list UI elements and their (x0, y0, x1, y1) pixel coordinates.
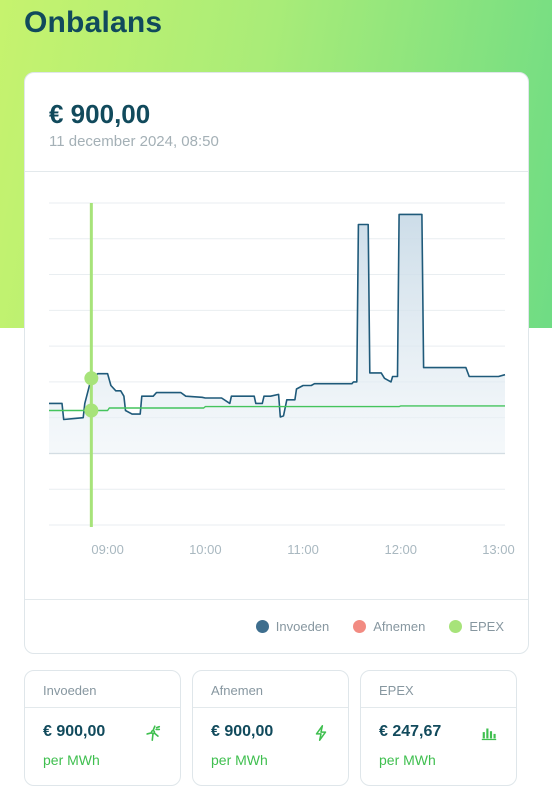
cursor-point-invoeden (84, 371, 99, 386)
legend-item-afnemen[interactable]: Afnemen (353, 619, 425, 634)
legend-dot-epex (449, 620, 463, 633)
bar-chart-icon (481, 728, 497, 741)
legend-label: Invoeden (275, 619, 330, 634)
card-unit: per MWh (211, 752, 268, 768)
page-title: Onbalans (24, 6, 163, 39)
card-label: Invoeden (43, 683, 97, 698)
legend-label: Afnemen (373, 619, 426, 634)
cursor-point-epex (84, 403, 99, 418)
card-label: EPEX (379, 683, 414, 698)
price-timestamp: 11 december 2024, 08:50 (49, 133, 219, 150)
x-tick-label: 09:00 (91, 542, 124, 557)
current-price: € 900,00 (49, 99, 151, 129)
series-line-invoeden (49, 213, 506, 421)
x-tick-label: 11:00 (287, 542, 319, 557)
card-separator (25, 707, 180, 708)
lightning-icon (315, 725, 327, 741)
card-separator (193, 707, 348, 708)
legend-dot-afnemen (353, 620, 367, 633)
card-value: € 900,00 (43, 723, 106, 740)
card-divider-bottom (25, 599, 528, 600)
series-line-epex (49, 405, 505, 412)
card-unit: per MWh (379, 752, 436, 768)
chart-legend: Invoeden Afnemen EPEX (255, 619, 504, 634)
x-tick-label: 13:00 (482, 542, 515, 557)
x-tick-label: 12:00 (384, 542, 417, 557)
price-chart-card: € 900,00 11 december 2024, 08:50 09:00 10… (24, 72, 529, 654)
legend-item-invoeden[interactable]: Invoeden (255, 619, 330, 634)
legend-dot-invoeden (255, 620, 269, 633)
card-invoeden[interactable]: Invoeden € 900,00 per MWh (24, 670, 181, 786)
card-separator (361, 707, 516, 708)
card-epex[interactable]: EPEX € 247,67 per MWh (360, 670, 517, 786)
card-value: € 247,67 (379, 723, 442, 740)
card-afnemen[interactable]: Afnemen € 900,00 per MWh (192, 670, 349, 786)
wind-turbine-icon (146, 725, 161, 742)
x-tick-label: 10:00 (189, 542, 222, 557)
card-value: € 900,00 (211, 723, 274, 740)
card-divider-top (25, 171, 528, 172)
legend-label: EPEX (469, 619, 504, 634)
series-area-invoeden (49, 214, 505, 454)
card-unit: per MWh (43, 752, 100, 768)
legend-item-epex[interactable]: EPEX (449, 619, 504, 634)
imbalance-chart[interactable]: 09:00 10:00 11:00 12:00 13:00 (25, 173, 529, 597)
card-label: Afnemen (211, 683, 264, 698)
